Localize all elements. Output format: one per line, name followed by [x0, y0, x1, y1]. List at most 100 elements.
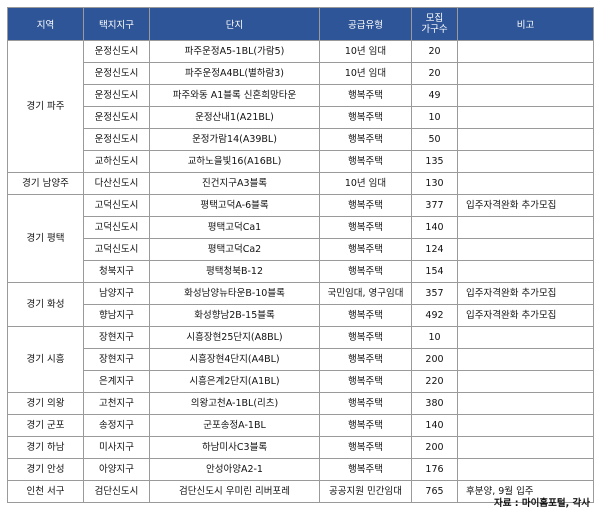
- cell-note: [457, 260, 594, 283]
- cell-type: 행복주택: [319, 150, 412, 173]
- cell-note: [457, 392, 594, 415]
- cell-type: 행복주택: [319, 392, 412, 415]
- cell-note: 입주자격완화 추가모집: [457, 304, 594, 327]
- cell-note: 후분양, 9월 입주: [457, 480, 594, 503]
- cell-type: 행복주택: [319, 458, 412, 481]
- header-complex: 단지: [149, 7, 320, 41]
- cell-units: 50: [411, 128, 458, 151]
- cell-district: 검단신도시: [83, 480, 150, 503]
- cell-region: 경기 군포: [7, 414, 84, 437]
- cell-note: [457, 238, 594, 261]
- cell-region: 경기 화성: [7, 282, 84, 327]
- source-note: 자료 : 마이홈포털, 각사: [494, 498, 590, 509]
- cell-note: 입주자격완화 추가모집: [457, 282, 594, 305]
- cell-units: 135: [411, 150, 458, 173]
- cell-region: 경기 평택: [7, 194, 84, 283]
- cell-note: [457, 84, 594, 107]
- table-row: 청북지구 평택청북B-12 행복주택 154: [8, 260, 594, 283]
- table-row: 경기 남양주 다산신도시 진건지구A3블록 10년 임대 130: [7, 172, 594, 195]
- table-row: 향남지구 화성향남2B-15블록 행복주택 492 입주자격완화 추가모집: [8, 304, 594, 327]
- housing-supply-table: 지역 택지지구 단지 공급유형 모집 가구수 비고 경기 파주 운정신도시 파주운정…: [7, 7, 594, 503]
- cell-region: 경기 남양주: [7, 172, 84, 195]
- header-note: 비고: [457, 7, 594, 41]
- cell-region: 경기 시흥: [7, 326, 84, 393]
- cell-district: 남양지구: [83, 282, 150, 305]
- cell-units: 10: [411, 106, 458, 129]
- cell-units: 140: [411, 414, 458, 437]
- cell-complex: 안성아양A2-1: [149, 458, 320, 481]
- header-row: 지역 택지지구 단지 공급유형 모집 가구수 비고: [7, 7, 594, 41]
- cell-type: 행복주택: [319, 260, 412, 283]
- cell-district: 고덕신도시: [83, 216, 150, 239]
- cell-units: 20: [411, 40, 458, 63]
- cell-note: [457, 216, 594, 239]
- table-row: 경기 안성 아양지구 안성아양A2-1 행복주택 176: [7, 458, 594, 481]
- cell-district: 은계지구: [83, 370, 150, 393]
- cell-district: 운정신도시: [83, 106, 150, 129]
- table-row: 교하신도시 교하노을빛16(A16BL) 행복주택 135: [8, 150, 594, 173]
- cell-units: 200: [411, 348, 458, 371]
- cell-units: 220: [411, 370, 458, 393]
- cell-district: 운정신도시: [83, 40, 150, 63]
- cell-units: 380: [411, 392, 458, 415]
- cell-type: 행복주택: [319, 238, 412, 261]
- cell-district: 미사지구: [83, 436, 150, 459]
- table-row: 경기 의왕 고천지구 의왕고천A-1BL(리츠) 행복주택 380: [7, 392, 594, 415]
- cell-district: 고덕신도시: [83, 238, 150, 261]
- header-district: 택지지구: [83, 7, 150, 41]
- cell-complex: 하남미사C3블록: [149, 436, 320, 459]
- cell-type: 행복주택: [319, 414, 412, 437]
- table-row: 경기 군포 송정지구 군포송정A-1BL 행복주택 140: [7, 414, 594, 437]
- cell-complex: 평택청북B-12: [149, 260, 320, 283]
- cell-type: 10년 임대: [319, 172, 412, 195]
- cell-note: [457, 172, 594, 195]
- table-row: 경기 시흥 장현지구 시흥장현25단지(A8BL) 행복주택 10: [7, 326, 594, 393]
- cell-units: 124: [411, 238, 458, 261]
- cell-region: 인천 서구: [7, 480, 84, 503]
- cell-units: 176: [411, 458, 458, 481]
- header-units-line2: 가구수: [421, 24, 448, 35]
- cell-units: 492: [411, 304, 458, 327]
- cell-complex: 화성남양뉴타운B-10블록: [149, 282, 320, 305]
- table-body: 경기 파주 운정신도시 파주운정A5-1BL(가람5) 10년 임대 20 운정신도시 파주…: [7, 40, 594, 503]
- cell-complex: 화성향남2B-15블록: [149, 304, 320, 327]
- cell-region: 경기 하남: [7, 436, 84, 459]
- cell-district: 장현지구: [83, 348, 150, 371]
- cell-type: 행복주택: [319, 326, 412, 349]
- cell-note: [457, 128, 594, 151]
- cell-note: [457, 62, 594, 85]
- cell-note: [457, 40, 594, 63]
- cell-district: 운정신도시: [83, 128, 150, 151]
- cell-complex: 의왕고천A-1BL(리츠): [149, 392, 320, 415]
- cell-units: 49: [411, 84, 458, 107]
- cell-district: 고천지구: [83, 392, 150, 415]
- cell-note: 입주자격완화 추가모집: [457, 194, 594, 217]
- cell-type: 행복주택: [319, 436, 412, 459]
- table-row: 경기 파주 운정신도시 파주운정A5-1BL(가람5) 10년 임대 20: [7, 40, 594, 173]
- cell-region: 경기 안성: [7, 458, 84, 481]
- table-row: 운정신도시 운정산내1(A21BL) 행복주택 10: [8, 106, 594, 129]
- cell-type: 행복주택: [319, 128, 412, 151]
- cell-type: 행복주택: [319, 194, 412, 217]
- cell-note: [457, 414, 594, 437]
- cell-type: 국민임대, 영구임대: [319, 282, 412, 305]
- cell-complex: 파주운정A5-1BL(가람5): [149, 40, 320, 63]
- table-row: 경기 평택 고덕신도시 평택고덕A-6블록 행복주택 377 입주자격완화 추가모집: [7, 194, 594, 283]
- cell-units: 154: [411, 260, 458, 283]
- cell-type: 행복주택: [319, 216, 412, 239]
- cell-complex: 파주와동 A1블록 신혼희망타운: [149, 84, 320, 107]
- cell-type: 행복주택: [319, 106, 412, 129]
- cell-complex: 군포송정A-1BL: [149, 414, 320, 437]
- cell-district: 향남지구: [83, 304, 150, 327]
- cell-note: [457, 436, 594, 459]
- cell-complex: 진건지구A3블록: [149, 172, 320, 195]
- cell-type: 행복주택: [319, 348, 412, 371]
- table-row: 운정신도시 파주와동 A1블록 신혼희망타운 행복주택 49: [8, 84, 594, 107]
- cell-complex: 시흥은계2단지(A1BL): [149, 370, 320, 393]
- cell-note: [457, 370, 594, 393]
- cell-units: 10: [411, 326, 458, 349]
- cell-district: 청북지구: [83, 260, 150, 283]
- cell-type: 행복주택: [319, 370, 412, 393]
- cell-units: 200: [411, 436, 458, 459]
- cell-complex: 교하노을빛16(A16BL): [149, 150, 320, 173]
